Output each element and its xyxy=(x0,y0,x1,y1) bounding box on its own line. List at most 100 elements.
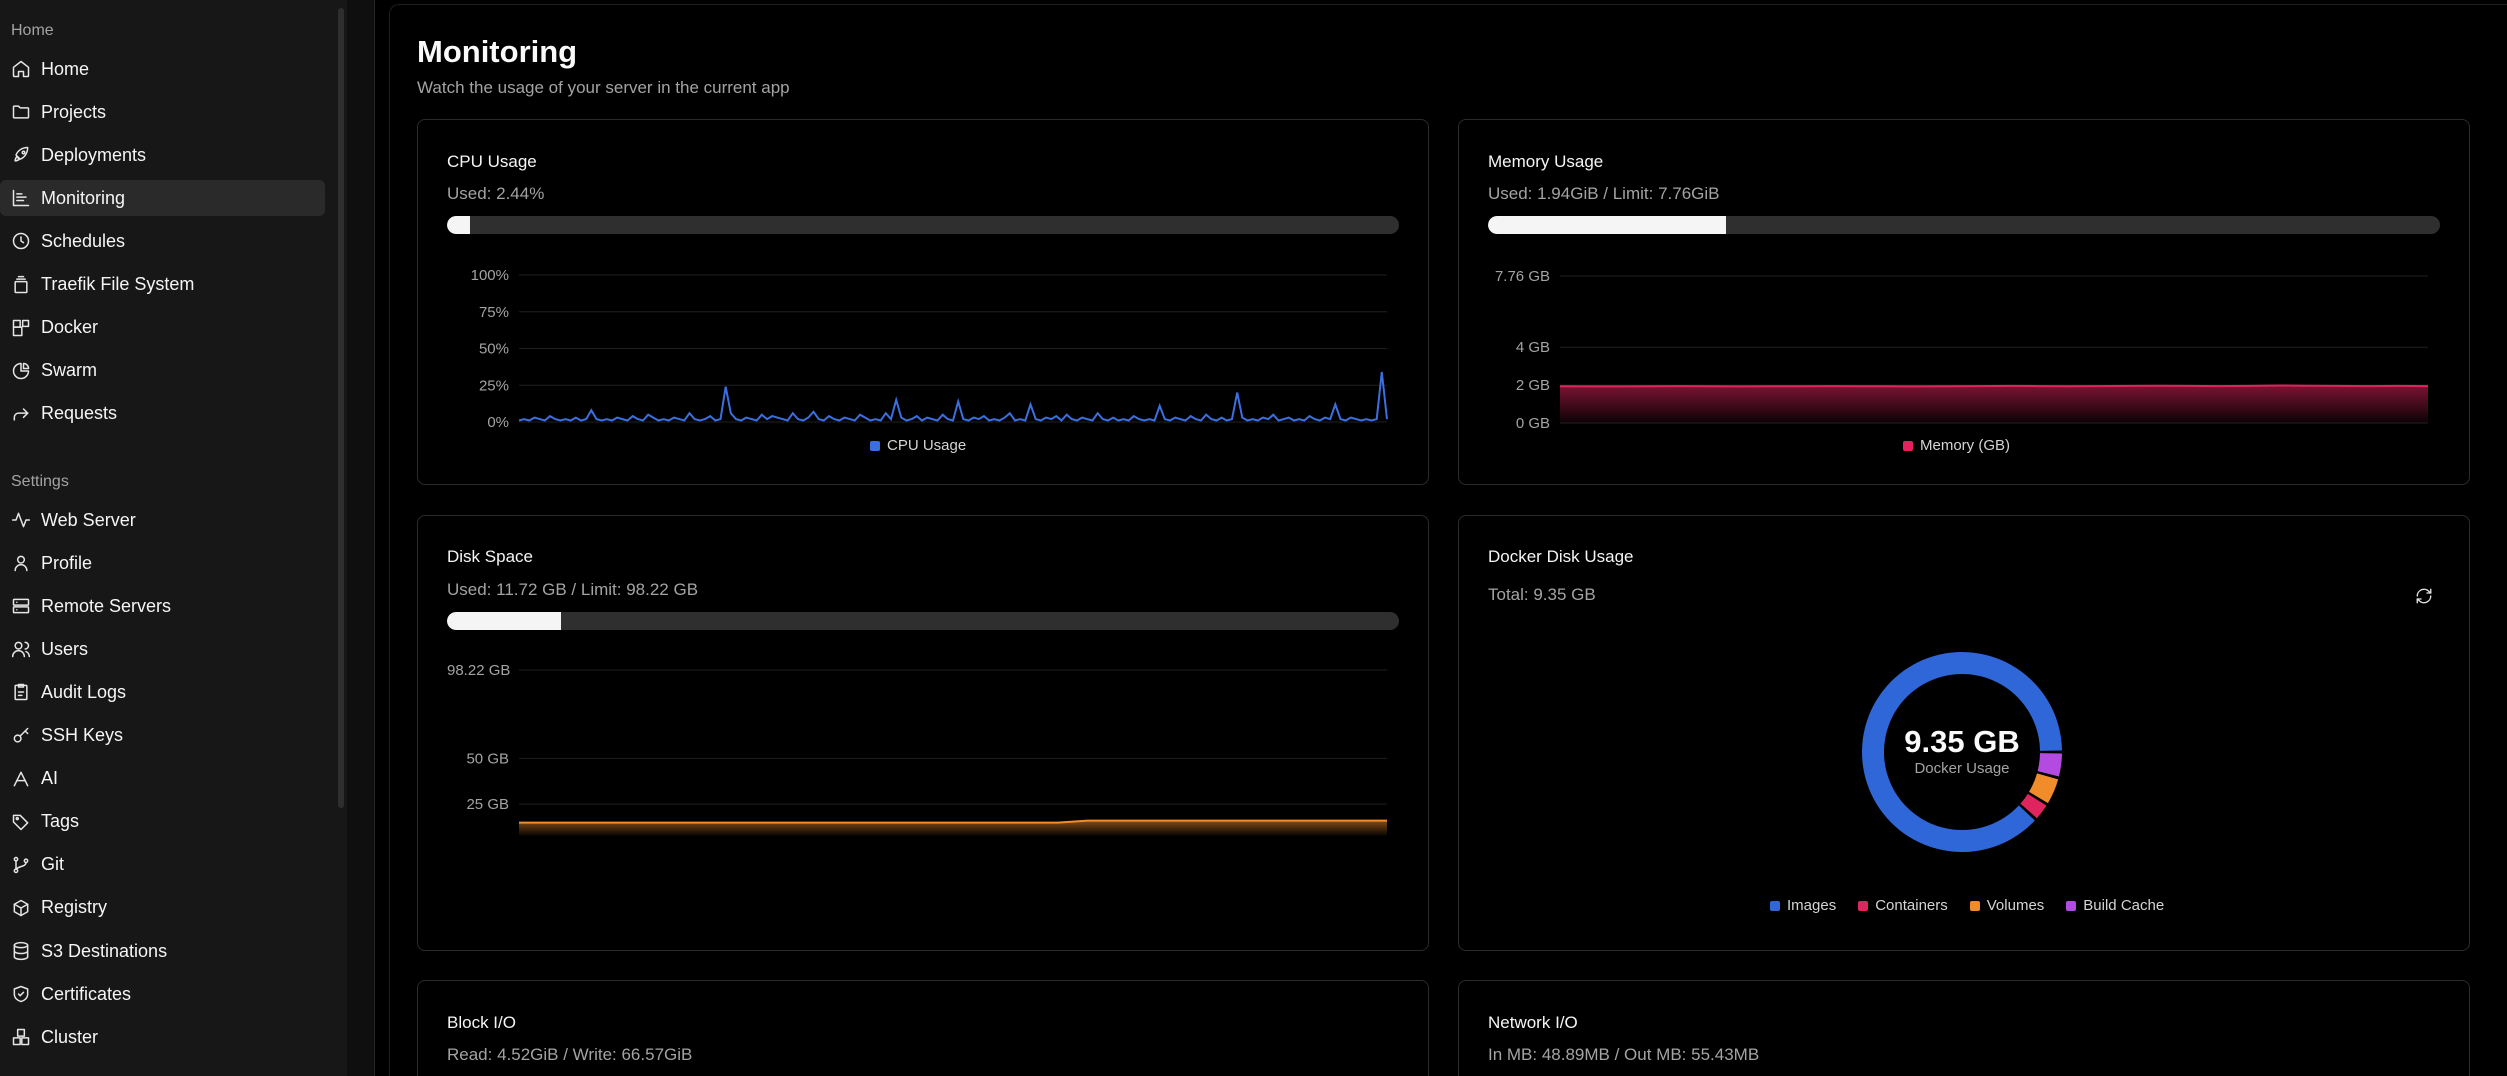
legend-label: Build Cache xyxy=(2083,897,2165,914)
sidebar-item-label: Swarm xyxy=(41,360,98,381)
refresh-button[interactable] xyxy=(2410,582,2438,610)
sidebar-item-label: Certificates xyxy=(41,983,132,1004)
legend-build-cache: Build Cache xyxy=(2066,897,2164,914)
sidebar-item-requests[interactable]: Requests xyxy=(0,396,325,432)
y-tick-label: 50% xyxy=(479,341,509,358)
sidebar-rail xyxy=(347,0,375,1076)
bot-icon xyxy=(13,771,29,787)
forward-icon xyxy=(13,408,29,421)
sidebar-item-git[interactable]: Git xyxy=(0,847,325,883)
y-tick-label: 25 GB xyxy=(466,796,509,813)
docker-donut-chart xyxy=(1862,652,2062,852)
donut-slice-containers[interactable] xyxy=(2020,793,2047,819)
cpu-usage-card xyxy=(417,119,1429,485)
docker-disk-card xyxy=(1458,515,2470,951)
clipboard-icon xyxy=(14,684,28,701)
legend-memory: Memory (GB) xyxy=(1903,437,2010,454)
sidebar-item-label: Schedules xyxy=(41,230,126,251)
boxes-icon xyxy=(12,1028,30,1046)
legend-label: CPU Usage xyxy=(887,437,967,454)
sidebar-item-label: Users xyxy=(41,638,89,659)
legend-cpu-usage: CPU Usage xyxy=(870,437,966,454)
sidebar-item-monitoring[interactable]: Monitoring xyxy=(0,180,325,217)
sidebar-item-ai[interactable]: AI xyxy=(0,761,325,797)
folder-icon xyxy=(12,105,30,119)
legend-swatch xyxy=(1903,440,1913,451)
sidebar-item-deployments[interactable]: Deployments xyxy=(0,137,325,173)
disk-area xyxy=(519,820,1387,836)
cpu-usage-line xyxy=(518,371,1388,422)
refresh-icon xyxy=(2416,588,2432,604)
sidebar-item-traefik-file-system[interactable]: Traefik File System xyxy=(0,267,325,303)
cpu-progress-fill xyxy=(447,216,471,234)
y-tick-label: 0 GB xyxy=(1516,415,1550,432)
key-icon xyxy=(13,727,29,743)
sidebar-item-home[interactable]: Home xyxy=(0,51,325,87)
sidebar-item-schedules[interactable]: Schedules xyxy=(0,223,325,259)
sidebar-item-users[interactable]: Users xyxy=(0,631,325,667)
sidebar-item-projects[interactable]: Projects xyxy=(0,94,325,130)
legend-images: Images xyxy=(1770,897,1836,914)
sidebar-item-cluster[interactable]: Cluster xyxy=(0,1019,325,1055)
sidebar-item-label: Remote Servers xyxy=(41,595,172,616)
memory-area xyxy=(1560,385,2428,423)
sidebar-item-web-server[interactable]: Web Server xyxy=(0,502,325,538)
donut-center-label: Docker Usage xyxy=(1914,760,2010,777)
sidebar-item-label: Traefik File System xyxy=(41,274,195,294)
network-io-value: In MB: 48.89MB / Out MB: 55.43MB xyxy=(1488,1045,1760,1064)
legend-label: Volumes xyxy=(1986,897,2045,914)
sidebar-item-ssh-keys[interactable]: SSH Keys xyxy=(0,718,325,754)
sidebar-item-label: Audit Logs xyxy=(41,681,127,702)
legend-swatch xyxy=(1969,900,1980,911)
legend-swatch xyxy=(1858,900,1869,911)
legend-label: Images xyxy=(1787,897,1837,914)
disk-card-title: Disk Space xyxy=(447,547,533,566)
chart-icon xyxy=(12,190,30,207)
y-tick-label: 100% xyxy=(471,267,509,284)
y-tick-label: 2 GB xyxy=(1516,377,1550,394)
sidebar-item-certificates[interactable]: Certificates xyxy=(0,976,325,1012)
sidebar-item-label: Requests xyxy=(41,403,118,424)
sidebar-item-label: Git xyxy=(41,854,65,875)
pie-icon xyxy=(12,362,30,379)
sidebar-item-tags[interactable]: Tags xyxy=(0,804,325,840)
server-icon xyxy=(12,598,30,614)
cpu-progress-bar xyxy=(447,216,1399,234)
package-icon xyxy=(13,899,29,917)
sidebar-item-s3-destinations[interactable]: S3 Destinations xyxy=(0,933,325,969)
sidebar-item-docker[interactable]: Docker xyxy=(0,310,325,346)
donut-center-value: 9.35 GB xyxy=(1904,724,2020,759)
memory-line xyxy=(1559,384,2429,388)
sidebar-item-swarm[interactable]: Swarm xyxy=(0,353,325,389)
y-tick-label: 4 GB xyxy=(1516,339,1550,356)
cpu-chart: 100% 75% 50% 25% 0% xyxy=(471,267,1388,431)
sidebar-item-label: Projects xyxy=(41,101,107,122)
sidebar-item-label: Cluster xyxy=(41,1026,99,1047)
users-icon xyxy=(11,641,31,658)
legend-swatch xyxy=(2066,900,2077,911)
disk-progress-fill xyxy=(447,612,561,630)
shield-check-icon xyxy=(13,985,29,1003)
sidebar-item-remote-servers[interactable]: Remote Servers xyxy=(0,588,325,624)
sidebar-item-label: Monitoring xyxy=(41,187,126,208)
donut-slice-volumes[interactable] xyxy=(2029,773,2059,804)
sidebar-item-label: AI xyxy=(41,768,59,789)
clock-icon xyxy=(12,233,30,250)
cpu-used-text: Used: 2.44% xyxy=(447,184,545,203)
home-icon xyxy=(12,60,30,78)
sidebar-item-audit-logs[interactable]: Audit Logs xyxy=(0,674,325,710)
disk-line xyxy=(519,819,1387,824)
disk-used-text: Used: 11.72 GB / Limit: 98.22 GB xyxy=(447,580,699,599)
sidebar-item-profile[interactable]: Profile xyxy=(0,545,325,581)
legend-volumes: Volumes xyxy=(1969,897,2045,914)
block-io-title: Block I/O xyxy=(447,1013,516,1032)
y-tick-label: 98.22 GB xyxy=(447,662,510,679)
file-stack-icon xyxy=(14,275,28,293)
sidebar-group-home: Home xyxy=(11,22,54,39)
tags-icon xyxy=(12,814,29,830)
page-title: Monitoring xyxy=(417,34,578,69)
disk-chart: 98.22 GB 50 GB 25 GB xyxy=(447,662,1387,836)
sidebar-scrollbar[interactable] xyxy=(338,8,344,808)
donut-slice-build-cache[interactable] xyxy=(2037,753,2062,777)
sidebar-item-registry[interactable]: Registry xyxy=(0,890,325,926)
